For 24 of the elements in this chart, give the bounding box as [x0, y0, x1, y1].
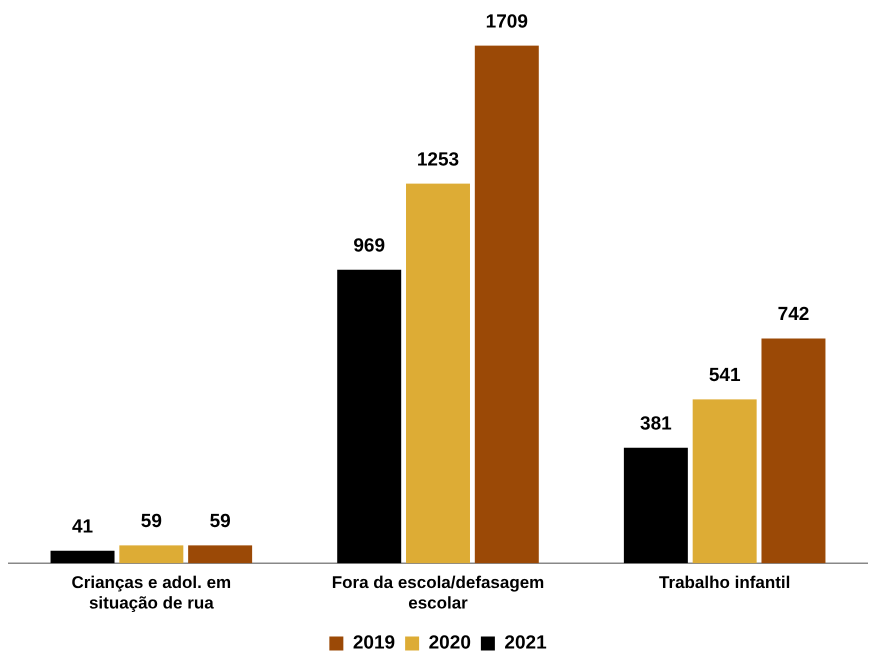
legend-label: 2019 — [352, 632, 396, 654]
bar — [119, 545, 184, 564]
data-label: 742 — [778, 304, 810, 326]
x-tick-label: Fora da escola/defasagem escolar — [332, 573, 544, 612]
bar — [406, 184, 470, 564]
bar — [474, 46, 539, 564]
data-label: 541 — [708, 365, 741, 386]
bar — [624, 448, 688, 564]
bar — [188, 545, 252, 564]
data-label: 1253 — [416, 149, 460, 170]
bar — [761, 338, 826, 564]
x-tick-label: Trabalho infantil — [659, 573, 790, 592]
bar — [692, 399, 757, 564]
data-label: 59 — [210, 511, 231, 532]
data-label: 1709 — [486, 11, 528, 32]
x-tick-label: Crianças e adol. em situação de rua — [71, 573, 232, 612]
legend-label: 2021 — [504, 632, 548, 654]
bar — [337, 270, 402, 564]
data-label: 59 — [140, 511, 162, 532]
data-label: 41 — [72, 516, 94, 538]
data-label: 381 — [640, 414, 672, 435]
bar — [50, 550, 115, 564]
data-label: 969 — [353, 235, 386, 256]
legend-label: 2020 — [428, 632, 471, 654]
